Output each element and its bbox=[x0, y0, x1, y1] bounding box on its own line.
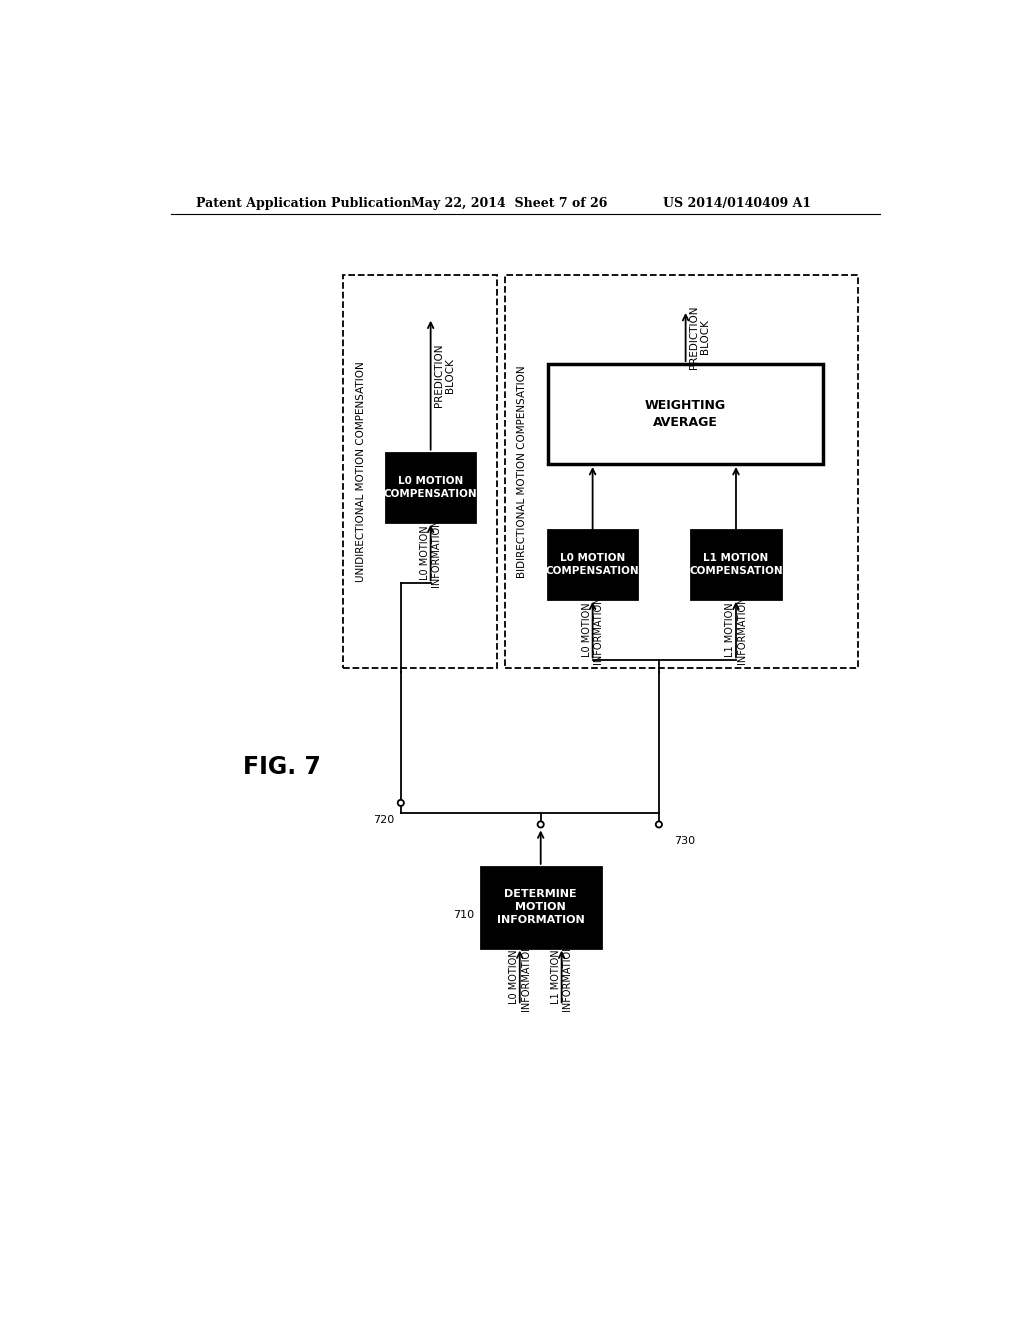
Bar bbox=[386, 453, 475, 521]
Bar bbox=[480, 867, 601, 948]
Bar bbox=[548, 364, 823, 465]
Text: L0 MOTION
COMPENSATION: L0 MOTION COMPENSATION bbox=[546, 553, 639, 576]
Text: PREDICTION
BLOCK: PREDICTION BLOCK bbox=[689, 305, 711, 368]
Text: 710: 710 bbox=[454, 911, 474, 920]
Bar bbox=[548, 529, 637, 599]
Text: L0 MOTION
COMPENSATION: L0 MOTION COMPENSATION bbox=[384, 475, 477, 499]
Text: BIDIRECTIONAL MOTION COMPENSATION: BIDIRECTIONAL MOTION COMPENSATION bbox=[517, 366, 527, 578]
Bar bbox=[343, 276, 497, 668]
Text: L1 MOTION
COMPENSATION: L1 MOTION COMPENSATION bbox=[689, 553, 782, 576]
Circle shape bbox=[397, 800, 403, 807]
Text: L0 MOTION
INFORMATION: L0 MOTION INFORMATION bbox=[509, 942, 530, 1011]
Text: L1 MOTION
INFORMATION: L1 MOTION INFORMATION bbox=[551, 942, 572, 1011]
Text: DETERMINE
MOTION
INFORMATION: DETERMINE MOTION INFORMATION bbox=[497, 890, 585, 925]
Bar bbox=[691, 529, 780, 599]
Circle shape bbox=[538, 821, 544, 828]
Text: L0 MOTION
INFORMATION: L0 MOTION INFORMATION bbox=[582, 595, 603, 664]
Text: UNIDIRECTIONAL MOTION COMPENSATION: UNIDIRECTIONAL MOTION COMPENSATION bbox=[355, 362, 366, 582]
Text: PREDICTION
BLOCK: PREDICTION BLOCK bbox=[434, 343, 456, 408]
Text: Patent Application Publication: Patent Application Publication bbox=[197, 197, 412, 210]
Text: L1 MOTION
INFORMATION: L1 MOTION INFORMATION bbox=[725, 595, 746, 664]
Text: WEIGHTING
AVERAGE: WEIGHTING AVERAGE bbox=[645, 399, 726, 429]
Bar bbox=[506, 276, 858, 668]
Text: FIG. 7: FIG. 7 bbox=[243, 755, 321, 779]
Text: 730: 730 bbox=[675, 837, 695, 846]
Text: L0 MOTION
INFORMATION: L0 MOTION INFORMATION bbox=[420, 519, 441, 587]
Circle shape bbox=[655, 821, 662, 828]
Text: US 2014/0140409 A1: US 2014/0140409 A1 bbox=[663, 197, 811, 210]
Text: 720: 720 bbox=[374, 814, 394, 825]
Text: May 22, 2014  Sheet 7 of 26: May 22, 2014 Sheet 7 of 26 bbox=[411, 197, 607, 210]
